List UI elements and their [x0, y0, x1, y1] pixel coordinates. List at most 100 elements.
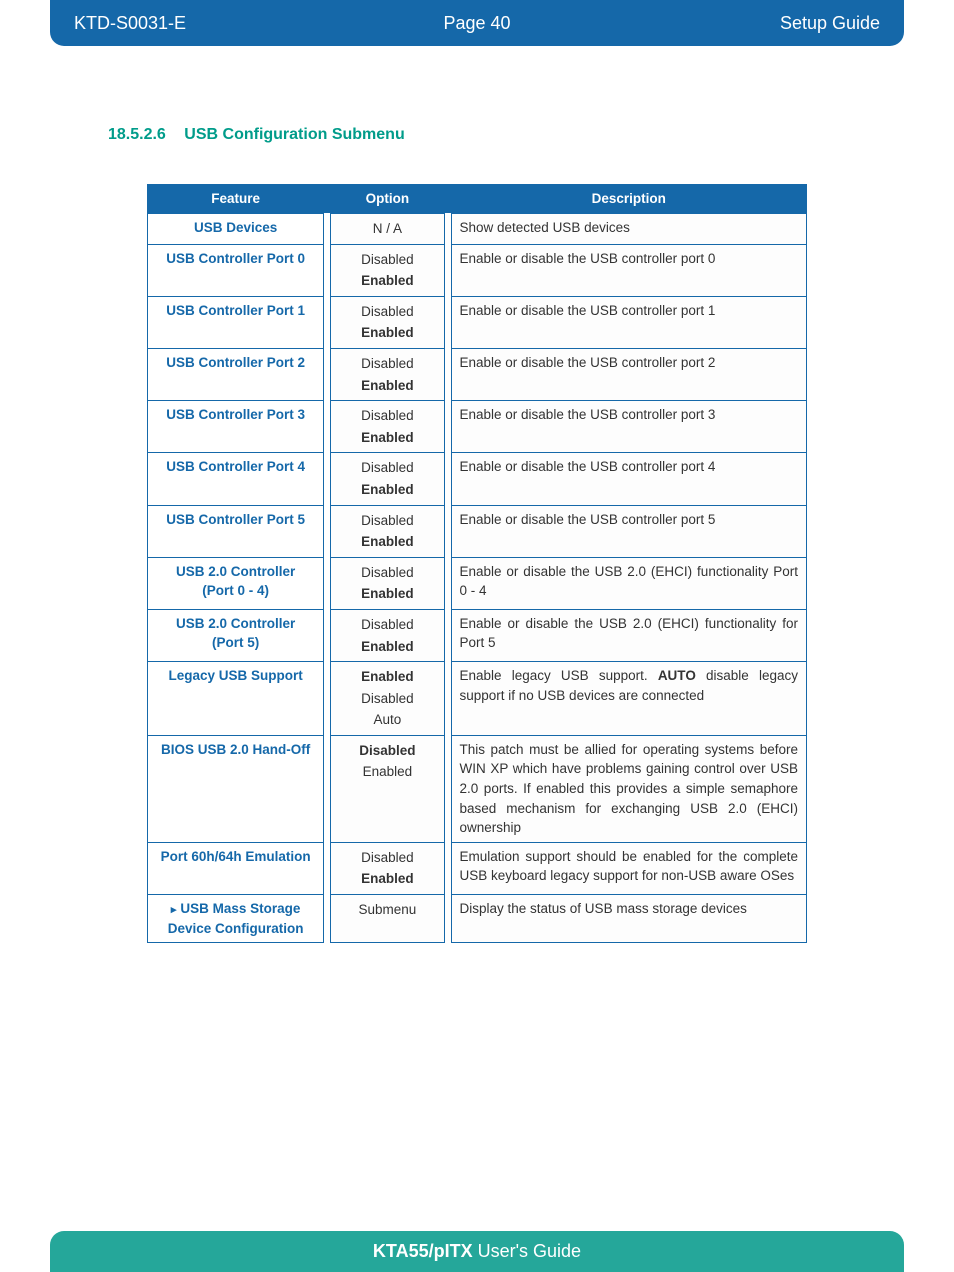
description-cell: Enable or disable the USB 2.0 (EHCI) fun…: [451, 609, 808, 661]
option-cell: DisabledEnabled: [330, 400, 445, 452]
table-row: USB Devices N / A Show detected USB device…: [147, 213, 807, 244]
feature-text: USB Controller Port 5: [156, 510, 315, 530]
option-value: Enabled: [339, 322, 436, 344]
feature-cell: Port 60h/64h Emulation: [147, 842, 324, 894]
feature-cell: USB Mass StorageDevice Configuration: [147, 894, 324, 944]
feature-text: (Port 0 - 4): [156, 581, 315, 601]
feature-text: BIOS USB 2.0 Hand-Off: [156, 740, 315, 760]
feature-cell: USB Controller Port 5: [147, 505, 324, 557]
option-value: Enabled: [339, 479, 436, 501]
feature-cell: USB Controller Port 4: [147, 452, 324, 504]
feature-text: Device Configuration: [156, 919, 315, 939]
table-row: USB Controller Port 0DisabledEnabledEnab…: [147, 244, 807, 296]
option-value: Disabled: [339, 847, 436, 869]
feature-text: USB 2.0 Controller: [156, 614, 315, 634]
description-text: Enable or disable the USB controller por…: [460, 251, 716, 266]
description-text: Show detected USB devices: [460, 220, 630, 235]
table-header-row: Feature Option Description: [147, 184, 807, 213]
page-content: 18.5.2.6 USB Configuration Submenu Featu…: [0, 46, 954, 943]
description-text: Enable or disable the USB controller por…: [460, 512, 716, 527]
th-description: Description: [451, 184, 808, 213]
table-row: Port 60h/64h EmulationDisabledEnabledEmu…: [147, 842, 807, 894]
option-value: Enabled: [339, 583, 436, 605]
header-doc-id: KTD-S0031-E: [74, 13, 343, 34]
th-feature: Feature: [147, 184, 324, 213]
description-text: Enable or disable the USB 2.0 (EHCI) fun…: [460, 616, 799, 651]
option-cell: DisabledEnabled: [330, 609, 445, 661]
table-row: BIOS USB 2.0 Hand-Off DisabledEnabled This…: [147, 735, 807, 842]
description-text: Enable or disable the USB controller por…: [460, 407, 716, 422]
description-text: Enable legacy USB support.: [460, 668, 658, 683]
table-row: USB Controller Port 3DisabledEnabledEnab…: [147, 400, 807, 452]
header-doc-type: Setup Guide: [611, 13, 880, 34]
table-row: USB Mass StorageDevice Configuration Subm…: [147, 894, 807, 944]
option-value: Submenu: [339, 899, 436, 921]
table-row: USB Controller Port 4DisabledEnabledEnab…: [147, 452, 807, 504]
header-page: Page 40: [343, 13, 612, 34]
feature-text: Port 60h/64h Emulation: [156, 847, 315, 867]
feature-cell: BIOS USB 2.0 Hand-Off: [147, 735, 324, 842]
page-footer: KTA55/pITX User's Guide: [50, 1231, 904, 1272]
table-row: Legacy USB SupportEnabledDisabledAutoEna…: [147, 661, 807, 735]
option-cell: DisabledEnabled: [330, 348, 445, 400]
feature-cell: USB Devices: [147, 213, 324, 244]
description-cell: Enable or disable the USB controller por…: [451, 400, 808, 452]
feature-cell: USB Controller Port 1: [147, 296, 324, 348]
description-text: Enable or disable the USB controller por…: [460, 459, 716, 474]
table-row: USB Controller Port 2 DisabledEnabledEnab…: [147, 348, 807, 400]
description-cell: Enable or disable the USB controller por…: [451, 244, 808, 296]
description-cell: Enable or disable the USB controller por…: [451, 505, 808, 557]
description-cell: Show detected USB devices: [451, 213, 808, 244]
feature-text: USB Devices: [156, 218, 315, 238]
option-value: Enabled: [339, 427, 436, 449]
option-value: Disabled: [339, 405, 436, 427]
option-value: Disabled: [339, 688, 436, 710]
option-cell: Submenu: [330, 894, 445, 944]
option-value: Disabled: [339, 614, 436, 636]
description-cell: This patch must be allied for operating …: [451, 735, 808, 842]
description-cell: Display the status of USB mass storage d…: [451, 894, 808, 944]
table-row: USB Controller Port 5DisabledEnabledEnab…: [147, 505, 807, 557]
feature-text: USB Controller Port 2: [156, 353, 315, 373]
option-cell: DisabledEnabled: [330, 296, 445, 348]
option-value: N / A: [339, 218, 436, 240]
footer-product: KTA55/pITX: [373, 1241, 473, 1261]
table-row: USB Controller Port 1DisabledEnabledEnab…: [147, 296, 807, 348]
feature-cell: USB 2.0 Controller(Port 5): [147, 609, 324, 661]
option-value: Enabled: [339, 868, 436, 890]
description-text: Enable or disable the USB controller por…: [460, 303, 716, 318]
feature-cell: USB Controller Port 0: [147, 244, 324, 296]
description-cell: Enable or disable the USB controller por…: [451, 452, 808, 504]
description-cell: Enable legacy USB support. AUTO disable …: [451, 661, 808, 735]
config-table: Feature Option Description USB Devices N …: [147, 184, 807, 943]
option-value: Disabled: [339, 740, 436, 762]
feature-text: USB Controller Port 1: [156, 301, 315, 321]
section-title: USB Configuration Submenu: [184, 126, 404, 143]
section-number: 18.5.2.6: [108, 126, 166, 143]
description-text: This patch must be allied for operating …: [460, 742, 799, 835]
description-cell: Enable or disable the USB controller por…: [451, 348, 808, 400]
footer-label: User's Guide: [473, 1241, 581, 1261]
option-value: Auto: [339, 709, 436, 731]
option-value: Enabled: [339, 761, 436, 783]
option-cell: DisabledEnabled: [330, 505, 445, 557]
option-cell: DisabledEnabled: [330, 842, 445, 894]
feature-text: USB Controller Port 0: [156, 249, 315, 269]
description-cell: Emulation support should be enabled for …: [451, 842, 808, 894]
feature-cell: USB 2.0 Controller(Port 0 - 4): [147, 557, 324, 609]
feature-cell: Legacy USB Support: [147, 661, 324, 735]
feature-text: (Port 5): [156, 633, 315, 653]
feature-text: USB Controller Port 4: [156, 457, 315, 477]
description-cell: Enable or disable the USB controller por…: [451, 296, 808, 348]
th-option: Option: [330, 184, 445, 213]
description-cell: Enable or disable the USB 2.0 (EHCI) fun…: [451, 557, 808, 609]
option-value: Disabled: [339, 510, 436, 532]
feature-cell: USB Controller Port 3: [147, 400, 324, 452]
feature-text: USB Mass Storage: [156, 899, 315, 919]
feature-text: Legacy USB Support: [156, 666, 315, 686]
feature-cell: USB Controller Port 2: [147, 348, 324, 400]
submenu-arrow-icon: [171, 901, 181, 916]
description-bold-text: AUTO: [658, 668, 696, 683]
option-value: Enabled: [339, 531, 436, 553]
table-row: USB 2.0 Controller(Port 0 - 4)DisabledEn…: [147, 557, 807, 609]
